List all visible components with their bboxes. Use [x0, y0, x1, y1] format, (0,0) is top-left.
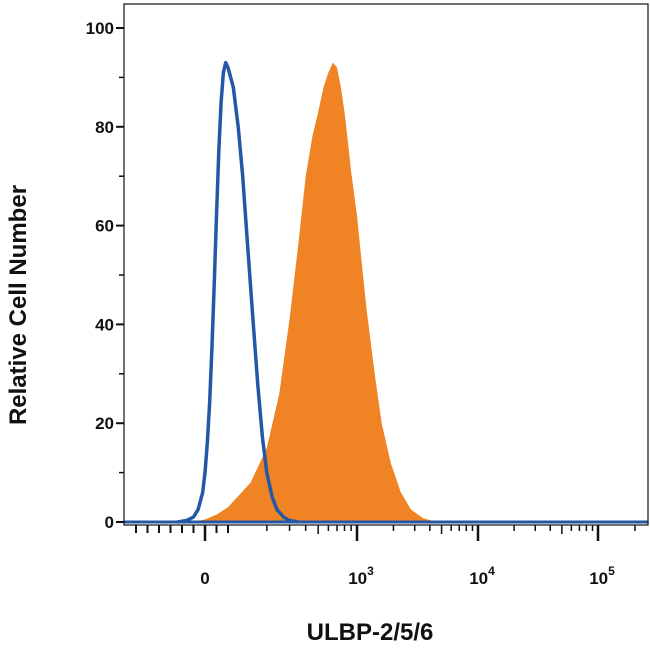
y-tick-label: 60	[95, 217, 114, 236]
series-stained	[191, 62, 436, 522]
plot-area	[124, 60, 648, 524]
x-tick-label: 104	[469, 564, 495, 588]
y-tick-label: 0	[105, 513, 114, 532]
series-isotype-control	[177, 60, 299, 524]
y-tick-label: 80	[95, 118, 114, 137]
x-tick-label: 103	[348, 564, 374, 588]
y-tick-label: 40	[95, 315, 114, 334]
axes: 0 20 40 60 80 100 0 103 104 105	[86, 3, 649, 588]
y-tick-label: 100	[86, 19, 114, 38]
x-tick-label: 0	[200, 569, 209, 588]
x-tick-label: 105	[589, 564, 615, 588]
y-tick-label: 20	[95, 414, 114, 433]
x-axis-title: ULBP-2/5/6	[307, 619, 434, 646]
plot-frame	[123, 3, 649, 526]
y-axis-title: Relative Cell Number	[5, 185, 32, 425]
